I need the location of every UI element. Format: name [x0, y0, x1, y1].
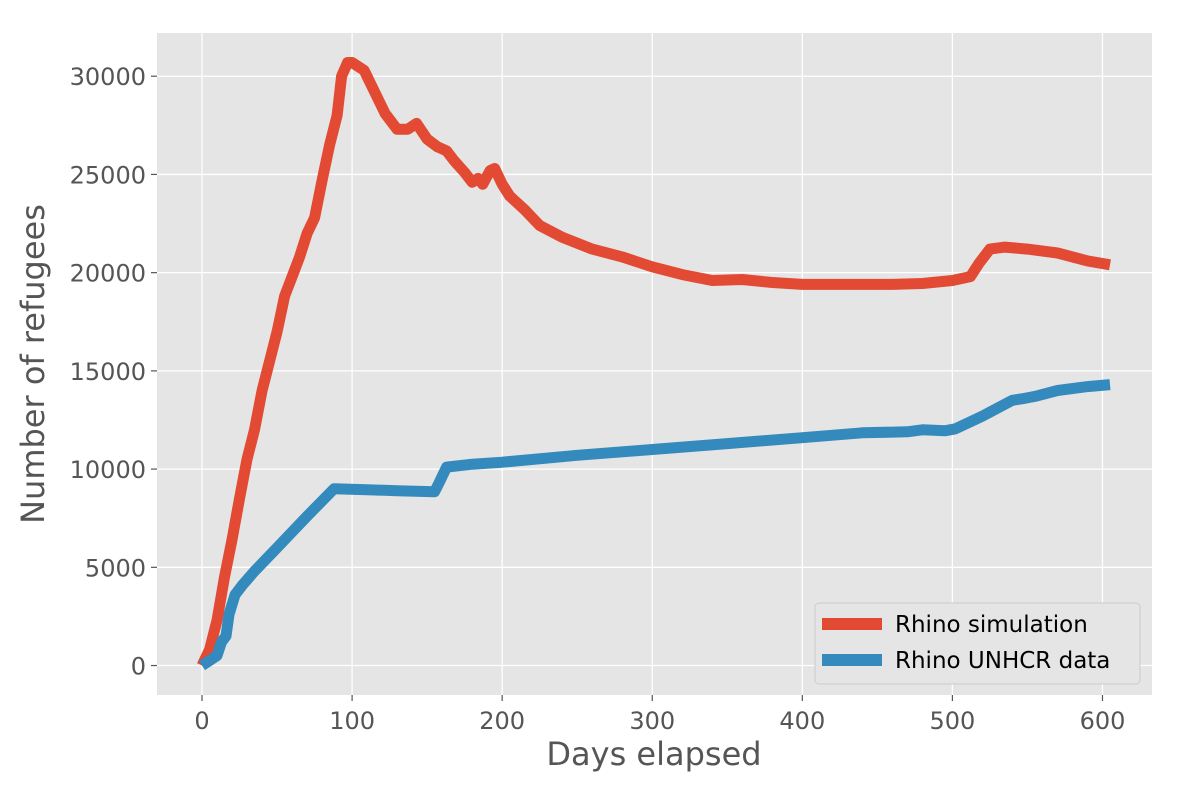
- x-tick-label: 400: [779, 707, 825, 735]
- x-tick-label: 200: [479, 707, 525, 735]
- y-tick-label: 30000: [70, 63, 146, 91]
- y-tick-label: 20000: [70, 260, 146, 288]
- x-tick-labels: 0 100 200 300 400 500 600: [194, 707, 1125, 735]
- x-tick-label: 100: [329, 707, 375, 735]
- y-tick-label: 0: [131, 653, 146, 681]
- plot-background: [157, 33, 1152, 695]
- legend: Rhino simulation Rhino UNHCR data: [814, 602, 1141, 685]
- y-tick-label: 15000: [70, 358, 146, 386]
- y-tick-labels: 0 5000 10000 15000 20000 25000 30000: [70, 63, 146, 680]
- legend-label-simulation: Rhino simulation: [895, 612, 1088, 638]
- series-lines: [197, 57, 1111, 671]
- x-tick-label: 600: [1080, 707, 1126, 735]
- series-line-unhcr: [198, 379, 1111, 671]
- x-tick-label: 500: [929, 707, 975, 735]
- x-tick-label: 0: [194, 707, 209, 735]
- x-axis-label: Days elapsed: [546, 735, 761, 773]
- y-tick-label: 10000: [70, 456, 146, 484]
- y-axis-label: Number of refugees: [14, 204, 52, 524]
- legend-label-unhcr: Rhino UNHCR data: [895, 648, 1110, 674]
- series-line-simulation: [197, 57, 1111, 668]
- y-tick-label: 25000: [70, 161, 146, 189]
- y-tick-label: 5000: [85, 554, 146, 582]
- x-tick-label: 300: [629, 707, 675, 735]
- legend-box: [814, 602, 1141, 685]
- grid-lines: [151, 33, 1152, 701]
